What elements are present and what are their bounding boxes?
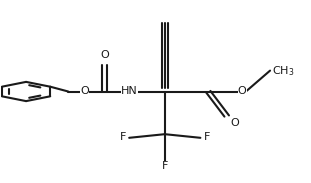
Text: O: O [238, 87, 247, 96]
Text: O: O [100, 50, 109, 60]
Text: F: F [120, 132, 126, 142]
Text: CH$_3$: CH$_3$ [272, 64, 294, 78]
Text: O: O [230, 118, 239, 128]
Text: F: F [203, 132, 210, 142]
Text: O: O [80, 87, 89, 96]
Text: F: F [162, 161, 168, 171]
Text: HN: HN [121, 87, 137, 96]
